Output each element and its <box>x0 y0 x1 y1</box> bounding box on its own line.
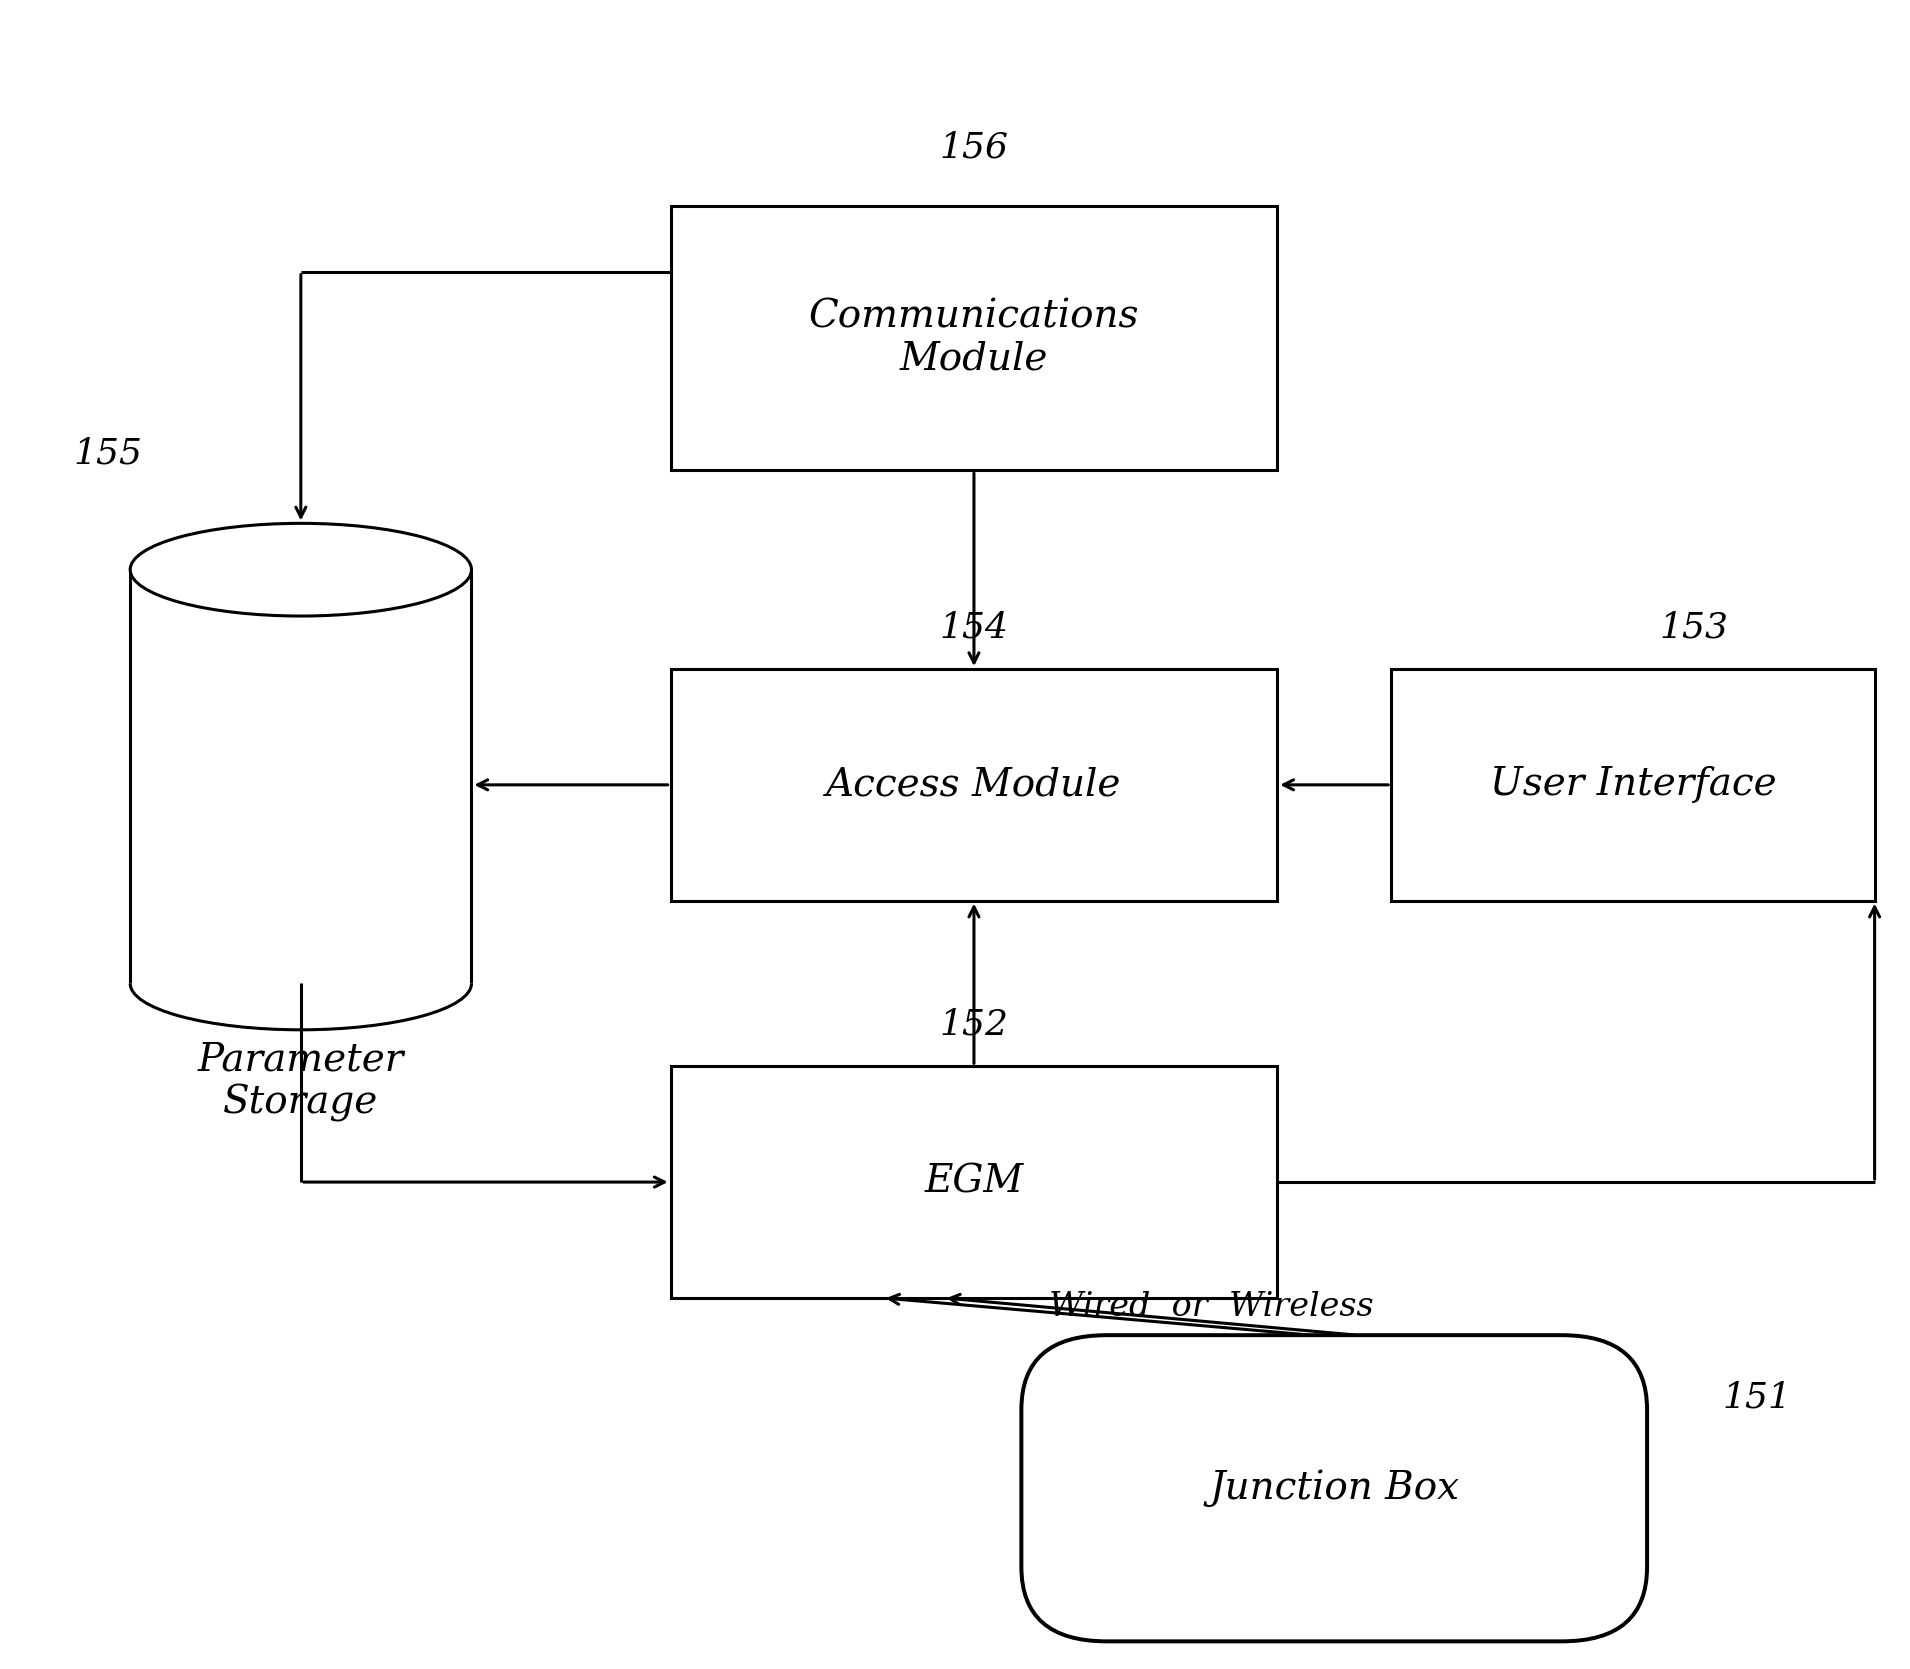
Text: EGM: EGM <box>924 1163 1024 1200</box>
Text: User Interface: User Interface <box>1490 766 1776 803</box>
Text: 152: 152 <box>940 1008 1008 1041</box>
Bar <box>670 1066 1278 1298</box>
Bar <box>1390 669 1874 901</box>
Text: 156: 156 <box>940 130 1008 164</box>
Text: 151: 151 <box>1723 1380 1792 1414</box>
Bar <box>670 205 1278 471</box>
Text: Wired  or  Wireless: Wired or Wireless <box>1049 1290 1373 1324</box>
Text: 153: 153 <box>1660 611 1729 644</box>
Ellipse shape <box>130 524 472 616</box>
Text: 155: 155 <box>73 436 143 471</box>
Bar <box>130 569 472 983</box>
Text: 154: 154 <box>940 611 1008 644</box>
FancyBboxPatch shape <box>1022 1335 1646 1641</box>
Bar <box>670 669 1278 901</box>
Text: Junction Box: Junction Box <box>1209 1469 1459 1507</box>
Text: Parameter
Storage: Parameter Storage <box>197 1041 405 1122</box>
Text: Communications
Module: Communications Module <box>808 299 1138 377</box>
Text: Access Module: Access Module <box>827 766 1121 803</box>
